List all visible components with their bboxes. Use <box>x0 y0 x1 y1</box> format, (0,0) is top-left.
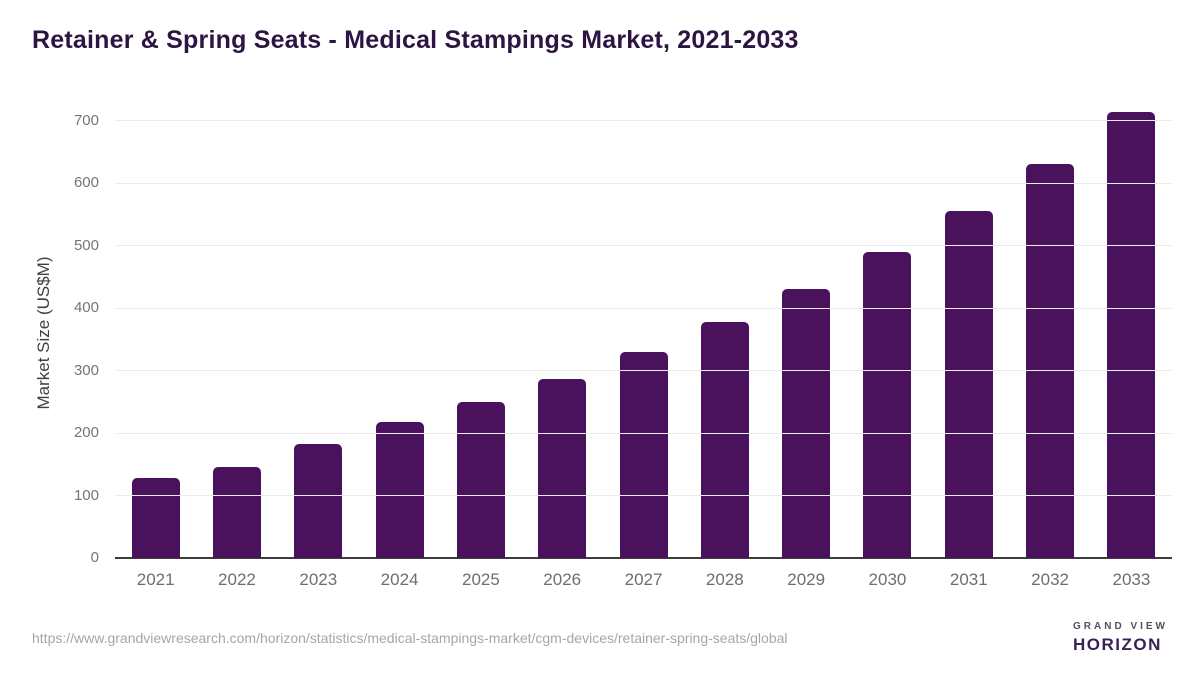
bar-band <box>359 110 440 558</box>
x-tick-label: 2026 <box>543 570 582 589</box>
x-axis-labels: 2021 2022 2023 2024 2025 2026 2027 2028 2029 2030… <box>115 570 1172 590</box>
y-tick-label: 0 <box>90 549 99 566</box>
bar-band <box>928 110 1009 558</box>
bar-band <box>1009 110 1090 558</box>
logo-brand-bottom: HORIZON <box>1073 635 1162 654</box>
y-tick-label: 300 <box>73 361 99 379</box>
x-axis-line <box>115 557 1172 559</box>
bar-2022[interactable] <box>212 466 261 558</box>
bar-2023[interactable] <box>294 444 343 558</box>
bar-band <box>847 110 928 558</box>
x-tick-label: 2028 <box>705 570 744 589</box>
x-tick-label: 2025 <box>461 570 500 589</box>
y-tick-label: 700 <box>73 111 99 129</box>
source-url: https://www.grandviewresearch.com/horizo… <box>32 630 788 646</box>
x-tick-label: 2027 <box>624 570 663 589</box>
x-tick-label: 2029 <box>787 570 826 589</box>
x-tick-label: 2024 <box>380 570 419 589</box>
bar-band <box>196 110 277 558</box>
y-axis-title: Market Size (US$M) <box>34 256 53 410</box>
y-tick-label: 500 <box>73 236 99 254</box>
gridline <box>115 432 1172 434</box>
y-tick-label: 400 <box>73 299 99 316</box>
logo-wordmark: GRAND VIEW HORIZON <box>1073 621 1168 655</box>
gridline <box>115 307 1172 309</box>
y-tick-label: 200 <box>73 424 99 441</box>
bar-band <box>766 110 847 558</box>
bar-2033[interactable] <box>1107 112 1156 558</box>
chart-title: Retainer & Spring Seats - Medical Stampi… <box>32 26 799 54</box>
gridline <box>115 245 1172 246</box>
bar-band <box>603 110 684 558</box>
gridline <box>115 370 1172 371</box>
gridline <box>115 120 1172 121</box>
plot-area: 0 100 200 300 400 500 600 700 <box>74 110 1172 566</box>
bar-2026[interactable] <box>538 378 587 558</box>
bar-2025[interactable] <box>456 402 505 558</box>
bar-2021[interactable] <box>131 478 180 558</box>
logo-sun-dome <box>1031 627 1053 638</box>
bar-band <box>684 110 765 558</box>
logo-brand-top: GRAND VIEW <box>1073 621 1168 632</box>
x-tick-label: 2032 <box>1031 570 1069 589</box>
bar-band <box>1091 110 1172 558</box>
x-tick-label: 2022 <box>218 570 256 589</box>
bar-2029[interactable] <box>782 289 831 558</box>
x-tick-label: 2033 <box>1112 570 1151 589</box>
bar-2024[interactable] <box>375 422 424 558</box>
bar-2027[interactable] <box>619 352 668 558</box>
gridline <box>115 182 1172 184</box>
grand-view-horizon-logo: GRAND VIEW HORIZON <box>1021 617 1168 659</box>
logo-reflection-line-1 <box>1034 641 1050 644</box>
horizon-sun-icon <box>1021 617 1063 659</box>
bar-2032[interactable] <box>1026 163 1075 558</box>
bar-band <box>440 110 521 558</box>
x-tick-label: 2021 <box>136 570 175 589</box>
bar-band <box>115 110 196 558</box>
bar-2028[interactable] <box>700 322 749 558</box>
x-tick-label: 2023 <box>299 570 338 589</box>
bars-row <box>115 110 1172 558</box>
gridline <box>115 495 1172 496</box>
y-tick-label: 100 <box>73 486 99 504</box>
bar-band <box>278 110 359 558</box>
bar-2030[interactable] <box>863 252 912 558</box>
bar-2031[interactable] <box>944 210 993 558</box>
bar-band <box>522 110 603 558</box>
logo-reflection-line-2 <box>1037 647 1047 650</box>
x-tick-label: 2031 <box>949 570 988 589</box>
x-tick-label: 2030 <box>868 570 907 589</box>
y-tick-label: 600 <box>73 174 99 191</box>
